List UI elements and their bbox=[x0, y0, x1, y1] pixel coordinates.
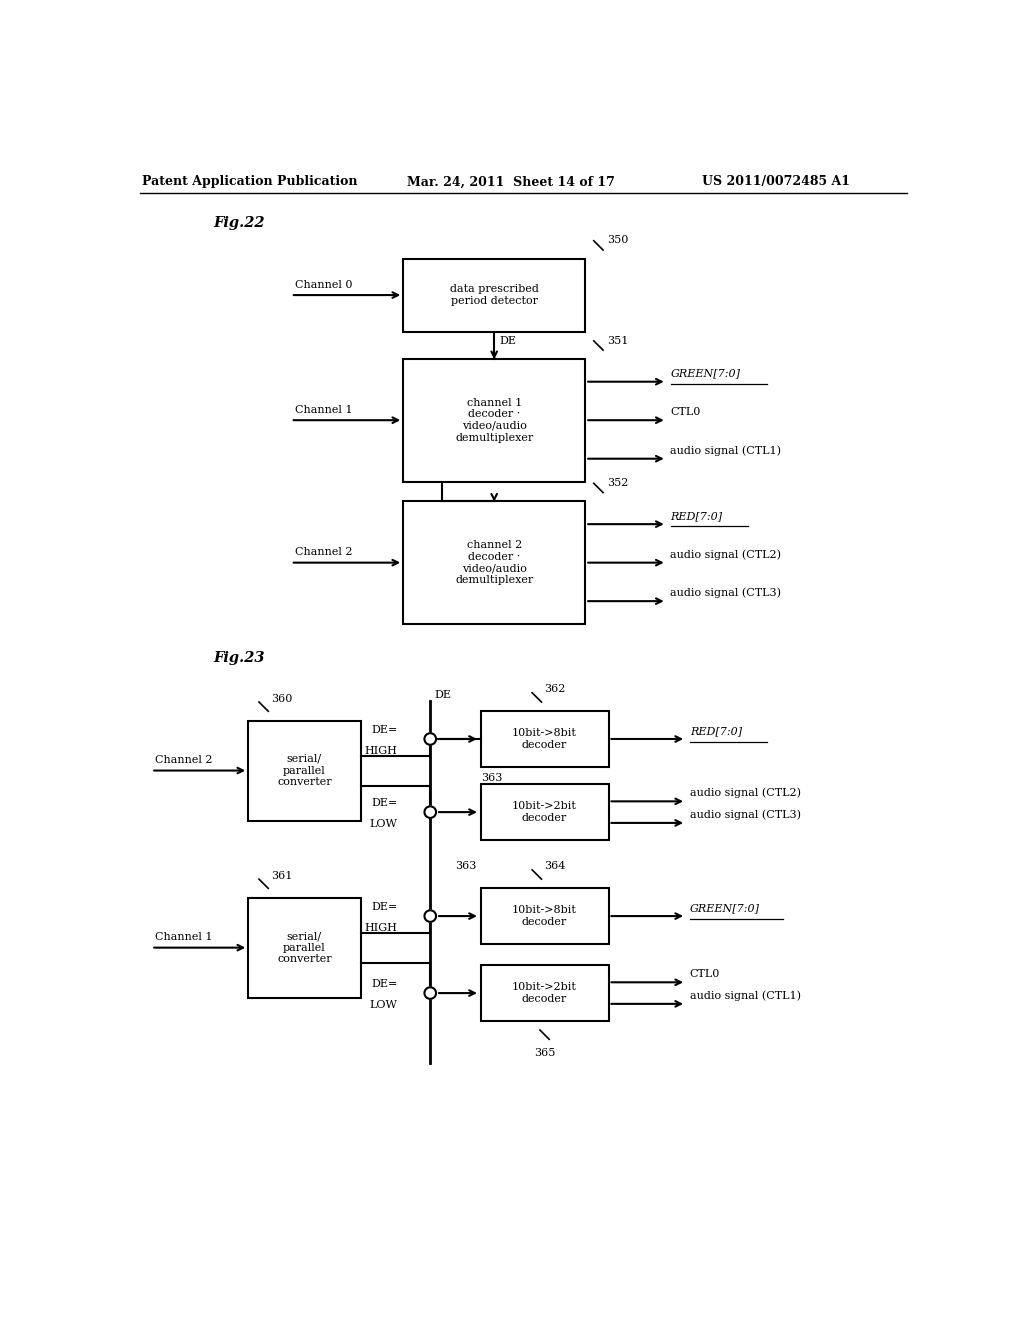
Bar bbox=[480, 888, 608, 944]
Text: Channel 2: Channel 2 bbox=[155, 755, 213, 766]
Text: HIGH: HIGH bbox=[365, 746, 397, 755]
Text: 365: 365 bbox=[534, 1048, 555, 1057]
Text: Channel 1: Channel 1 bbox=[155, 932, 213, 942]
Text: audio signal (CTL1): audio signal (CTL1) bbox=[690, 990, 801, 1001]
Text: 10bit->8bit
decoder: 10bit->8bit decoder bbox=[512, 729, 577, 750]
Text: DE=: DE= bbox=[372, 797, 397, 808]
Text: LOW: LOW bbox=[370, 999, 397, 1010]
Bar bbox=[480, 965, 608, 1020]
Text: HIGH: HIGH bbox=[365, 923, 397, 933]
Text: DE=: DE= bbox=[372, 902, 397, 912]
Text: channel 1
decoder ·
video/audio
demultiplexer: channel 1 decoder · video/audio demultip… bbox=[455, 397, 534, 442]
Text: 363: 363 bbox=[456, 862, 477, 871]
Text: Channel 0: Channel 0 bbox=[295, 280, 352, 289]
Bar bbox=[480, 711, 608, 767]
Text: 363: 363 bbox=[480, 774, 502, 783]
Text: channel 2
decoder ·
video/audio
demultiplexer: channel 2 decoder · video/audio demultip… bbox=[455, 540, 534, 585]
Bar bbox=[403, 502, 586, 624]
Text: Mar. 24, 2011  Sheet 14 of 17: Mar. 24, 2011 Sheet 14 of 17 bbox=[407, 176, 614, 189]
Text: DE: DE bbox=[434, 689, 452, 700]
Text: audio signal (CTL1): audio signal (CTL1) bbox=[671, 445, 781, 455]
Text: Channel 1: Channel 1 bbox=[295, 405, 352, 414]
Text: audio signal (CTL3): audio signal (CTL3) bbox=[690, 809, 801, 820]
Circle shape bbox=[424, 807, 436, 818]
Text: Patent Application Publication: Patent Application Publication bbox=[142, 176, 357, 189]
Text: Channel 2: Channel 2 bbox=[295, 548, 352, 557]
Text: GREEN[7:0]: GREEN[7:0] bbox=[671, 368, 740, 379]
Bar bbox=[248, 898, 360, 998]
Bar bbox=[403, 359, 586, 482]
Text: RED[7:0]: RED[7:0] bbox=[690, 726, 742, 737]
Text: 10bit->8bit
decoder: 10bit->8bit decoder bbox=[512, 906, 577, 927]
Text: Fig.23: Fig.23 bbox=[213, 651, 265, 665]
Circle shape bbox=[424, 911, 436, 921]
Text: LOW: LOW bbox=[370, 818, 397, 829]
Text: 364: 364 bbox=[545, 862, 566, 871]
Bar bbox=[248, 721, 360, 821]
Text: DE=: DE= bbox=[372, 979, 397, 989]
Text: 361: 361 bbox=[271, 871, 293, 880]
Text: 10bit->2bit
decoder: 10bit->2bit decoder bbox=[512, 982, 577, 1005]
Text: audio signal (CTL2): audio signal (CTL2) bbox=[690, 788, 801, 799]
Text: serial/
parallel
converter: serial/ parallel converter bbox=[278, 754, 332, 787]
Text: 351: 351 bbox=[607, 335, 629, 346]
Text: 352: 352 bbox=[607, 478, 629, 488]
Text: GREEN[7:0]: GREEN[7:0] bbox=[690, 903, 760, 913]
Text: 362: 362 bbox=[545, 684, 566, 694]
Text: CTL0: CTL0 bbox=[690, 969, 720, 979]
Text: audio signal (CTL3): audio signal (CTL3) bbox=[671, 587, 781, 598]
Text: DE: DE bbox=[500, 335, 517, 346]
Bar bbox=[403, 259, 586, 331]
Text: 10bit->2bit
decoder: 10bit->2bit decoder bbox=[512, 801, 577, 822]
Text: 360: 360 bbox=[271, 693, 293, 704]
Bar bbox=[480, 784, 608, 840]
Text: serial/
parallel
converter: serial/ parallel converter bbox=[278, 931, 332, 964]
Circle shape bbox=[424, 987, 436, 999]
Text: data prescribed
period detector: data prescribed period detector bbox=[450, 284, 539, 306]
Text: Fig.22: Fig.22 bbox=[213, 216, 265, 230]
Text: DE=: DE= bbox=[372, 725, 397, 735]
Text: audio signal (CTL2): audio signal (CTL2) bbox=[671, 549, 781, 560]
Text: US 2011/0072485 A1: US 2011/0072485 A1 bbox=[701, 176, 850, 189]
Text: CTL0: CTL0 bbox=[671, 407, 700, 417]
Text: 350: 350 bbox=[607, 235, 629, 246]
Text: RED[7:0]: RED[7:0] bbox=[671, 511, 723, 521]
Circle shape bbox=[424, 733, 436, 744]
